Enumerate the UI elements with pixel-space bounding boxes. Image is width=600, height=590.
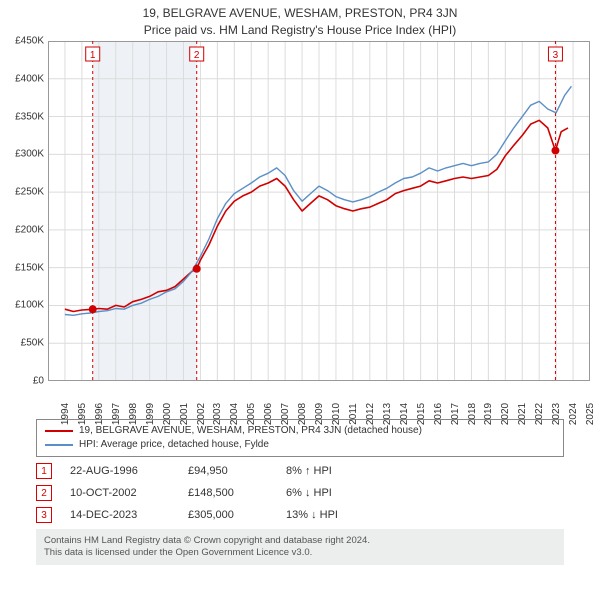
sale-badge: 1 xyxy=(36,463,52,479)
sale-hpi: 13% ↓ HPI xyxy=(286,509,386,521)
svg-text:2: 2 xyxy=(194,50,200,61)
chart-svg: 1 2 3 xyxy=(48,41,590,381)
sale-date: 10-OCT-2002 xyxy=(70,487,170,499)
x-axis-label: 2026 xyxy=(590,403,600,425)
sale-badge: 3 xyxy=(36,507,52,523)
sale-badge: 2 xyxy=(36,485,52,501)
sale-price: £305,000 xyxy=(188,509,268,521)
sale-row: 3 14-DEC-2023 £305,000 13% ↓ HPI xyxy=(36,507,564,523)
y-axis-label: £400K xyxy=(15,73,44,84)
footer-attribution: Contains HM Land Registry data © Crown c… xyxy=(36,529,564,565)
sale-date: 22-AUG-1996 xyxy=(70,465,170,477)
y-axis-label: £250K xyxy=(15,187,44,198)
y-axis-label: £350K xyxy=(15,111,44,122)
sale-hpi: 6% ↓ HPI xyxy=(286,487,386,499)
legend-swatch xyxy=(45,444,73,446)
footer-line2: This data is licensed under the Open Gov… xyxy=(44,547,556,559)
y-axis-label: £200K xyxy=(15,224,44,235)
sale-row: 2 10-OCT-2002 £148,500 6% ↓ HPI xyxy=(36,485,564,501)
y-axis-label: £50K xyxy=(21,338,44,349)
y-axis-label: £100K xyxy=(15,300,44,311)
chart-container: 19, BELGRAVE AVENUE, WESHAM, PRESTON, PR… xyxy=(0,0,600,590)
svg-text:1: 1 xyxy=(90,50,96,61)
titles: 19, BELGRAVE AVENUE, WESHAM, PRESTON, PR… xyxy=(0,0,600,37)
sale-price: £94,950 xyxy=(188,465,268,477)
legend-label: HPI: Average price, detached house, Fyld… xyxy=(79,438,269,452)
title-subtitle: Price paid vs. HM Land Registry's House … xyxy=(0,23,600,37)
title-address: 19, BELGRAVE AVENUE, WESHAM, PRESTON, PR… xyxy=(0,6,600,20)
sale-row: 1 22-AUG-1996 £94,950 8% ↑ HPI xyxy=(36,463,564,479)
legend-row: HPI: Average price, detached house, Fyld… xyxy=(45,438,555,452)
y-axis-label: £300K xyxy=(15,149,44,160)
y-axis-label: £0 xyxy=(33,376,44,387)
y-axis-label: £450K xyxy=(15,36,44,47)
legend-row: 19, BELGRAVE AVENUE, WESHAM, PRESTON, PR… xyxy=(45,424,555,438)
legend-swatch xyxy=(45,430,73,432)
footer-line1: Contains HM Land Registry data © Crown c… xyxy=(44,535,556,547)
sale-hpi: 8% ↑ HPI xyxy=(286,465,386,477)
legend-label: 19, BELGRAVE AVENUE, WESHAM, PRESTON, PR… xyxy=(79,424,422,438)
sale-date: 14-DEC-2023 xyxy=(70,509,170,521)
chart-area: 123 £0£50K£100K£150K£200K£250K£300K£350K… xyxy=(48,41,590,411)
sale-price: £148,500 xyxy=(188,487,268,499)
svg-text:3: 3 xyxy=(553,50,559,61)
y-axis-label: £150K xyxy=(15,262,44,273)
sales-table: 1 22-AUG-1996 £94,950 8% ↑ HPI 2 10-OCT-2002 £… xyxy=(36,463,564,523)
